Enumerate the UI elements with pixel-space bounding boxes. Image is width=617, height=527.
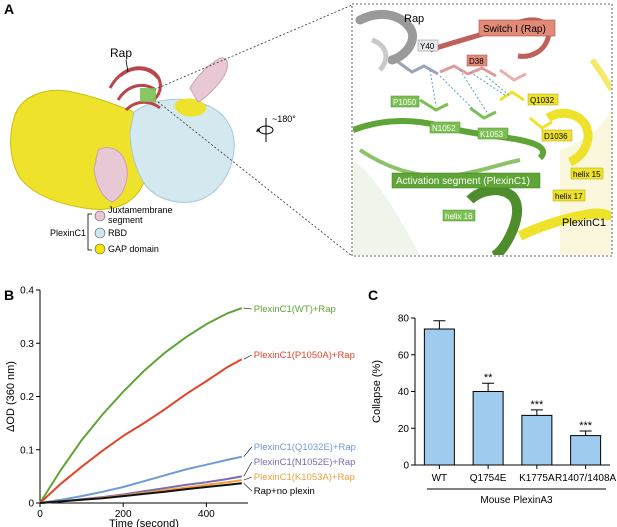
- protein-surface-overview: Rap: [10, 46, 235, 210]
- y-tick-label: 0.1: [20, 445, 34, 456]
- series-line-rap-no-plexin: [39, 482, 242, 504]
- category-label-1: WT: [432, 473, 448, 484]
- x-tick-label: 400: [198, 509, 215, 520]
- y-tick-label: 0: [28, 499, 34, 510]
- series-line-plexinc1-q1032e-rap: [39, 455, 243, 504]
- residue-q1032: Q1032: [530, 96, 555, 105]
- panel-b-letter: B: [4, 287, 14, 303]
- panel-a-letter: A: [4, 1, 14, 17]
- helix-16-label: helix 16: [445, 212, 473, 221]
- series-label-rap-no-plexin: Rap+no plexin: [254, 486, 315, 497]
- category-label-2: Q1754E: [470, 473, 507, 484]
- residue-y40: Y40: [420, 42, 435, 51]
- legend-group-label: PlexinC1: [50, 228, 86, 238]
- series-leader-plexinc1-k1053a-rap: [243, 476, 252, 481]
- x-axis-title: Time (second): [109, 518, 179, 527]
- series-leader-plexinc1-wt-rap: [243, 307, 252, 310]
- series-label-plexinc1-q1032e-rap: PlexinC1(Q1032E)+Rap: [254, 442, 356, 453]
- series-line-plexinc1-p1050a-rap: [39, 358, 243, 504]
- significance-4: ***: [579, 420, 593, 432]
- residue-k1053: K1053: [480, 130, 504, 139]
- panel-b-line-chart: 0 0.1 0.2 0.3 0.4 0 200 400 Time (second) ΔOD (36…: [5, 286, 356, 527]
- activation-segment-label: Activation segment (PlexinC1): [396, 176, 530, 187]
- y-axis-title: Collapse (%): [371, 360, 383, 423]
- residue-d1036: D1036: [544, 132, 568, 141]
- category-label-4: R1407/1408A: [555, 473, 616, 484]
- rotation-label: ~180°: [272, 114, 296, 124]
- series-line-plexinc1-wt-rap: [39, 307, 243, 504]
- legend-label-gap: GAP domain: [108, 244, 159, 254]
- significance-3: ***: [530, 399, 544, 411]
- panel-c-bar-chart: 0 20 40 60 80 Collapse (%) WT ** Q1754E *** K1775A…: [371, 314, 617, 507]
- y-tick-label: 20: [398, 424, 410, 435]
- closeup-rap-label: Rap: [404, 13, 424, 25]
- y-tick-label: 0.2: [20, 392, 34, 403]
- legend-label-juxtamembrane-line1: Juxtamembrane: [108, 205, 173, 215]
- helix-15-label: helix 15: [573, 170, 601, 179]
- domain-legend: PlexinC1 Juxtamembrane segment RBD GAP d…: [50, 205, 173, 255]
- rotation-icon: [256, 118, 274, 142]
- series-leader-plexinc1-p1050a-rap: [243, 354, 252, 360]
- panel-c-letter: C: [368, 287, 378, 303]
- residue-p1050: P1050: [393, 98, 417, 107]
- series-leader-plexinc1-n1052e-rap: [243, 461, 253, 477]
- residue-d38: D38: [469, 57, 484, 66]
- series-leader-plexinc1-q1032e-rap: [243, 446, 252, 457]
- y-tick-label: 40: [398, 387, 410, 398]
- closeup-structure: Rap Switch I (Rap) Y40 D38 P1050 Q1032 N…: [351, 3, 613, 257]
- legend-swatch-rbd: [94, 227, 106, 239]
- x-group-label: Mouse PlexinA3: [480, 495, 553, 506]
- helix-17-label: helix 17: [555, 192, 583, 201]
- significance-2: **: [484, 372, 493, 384]
- legend-swatch-gap: [94, 243, 106, 255]
- zoom-line-top: [157, 4, 353, 89]
- legend-label-rbd: RBD: [108, 228, 128, 238]
- bar-2: [472, 391, 504, 466]
- series-label-plexinc1-n1052e-rap: PlexinC1(N1052E)+Rap: [254, 457, 356, 468]
- y-tick-label: 0: [403, 461, 409, 472]
- y-axis-title: ΔOD (360 nm): [5, 361, 17, 432]
- residue-n1052: N1052: [432, 124, 456, 133]
- y-tick-label: 0.3: [20, 339, 34, 350]
- series-label-plexinc1-k1053a-rap: PlexinC1(K1053A)+Rap: [254, 472, 355, 483]
- switch-i-label: Switch I (Rap): [483, 24, 546, 35]
- x-tick-label: 0: [37, 509, 43, 520]
- y-tick-label: 80: [398, 314, 410, 325]
- series-leader-rap-no-plexin: [243, 483, 252, 492]
- legend-label-juxtamembrane-line2: segment: [108, 215, 143, 225]
- closeup-plexinc1-label: PlexinC1: [562, 217, 606, 229]
- series-label-plexinc1-p1050a-rap: PlexinC1(P1050A)+Rap: [254, 350, 355, 361]
- bar-4: [570, 435, 602, 466]
- x-tick-label: 200: [115, 509, 132, 520]
- y-tick-label: 0.4: [20, 286, 34, 297]
- zoom-line-bottom: [157, 101, 353, 257]
- series-label-plexinc1-wt-rap: PlexinC1(WT)+Rap: [254, 304, 336, 315]
- rap-label-overview: Rap: [110, 46, 132, 60]
- y-tick-label: 60: [398, 350, 410, 361]
- bar-1: [423, 328, 455, 466]
- category-label-3: K1775A: [519, 473, 555, 484]
- bar-3: [521, 414, 553, 466]
- legend-swatch-juxtamembrane: [94, 210, 106, 222]
